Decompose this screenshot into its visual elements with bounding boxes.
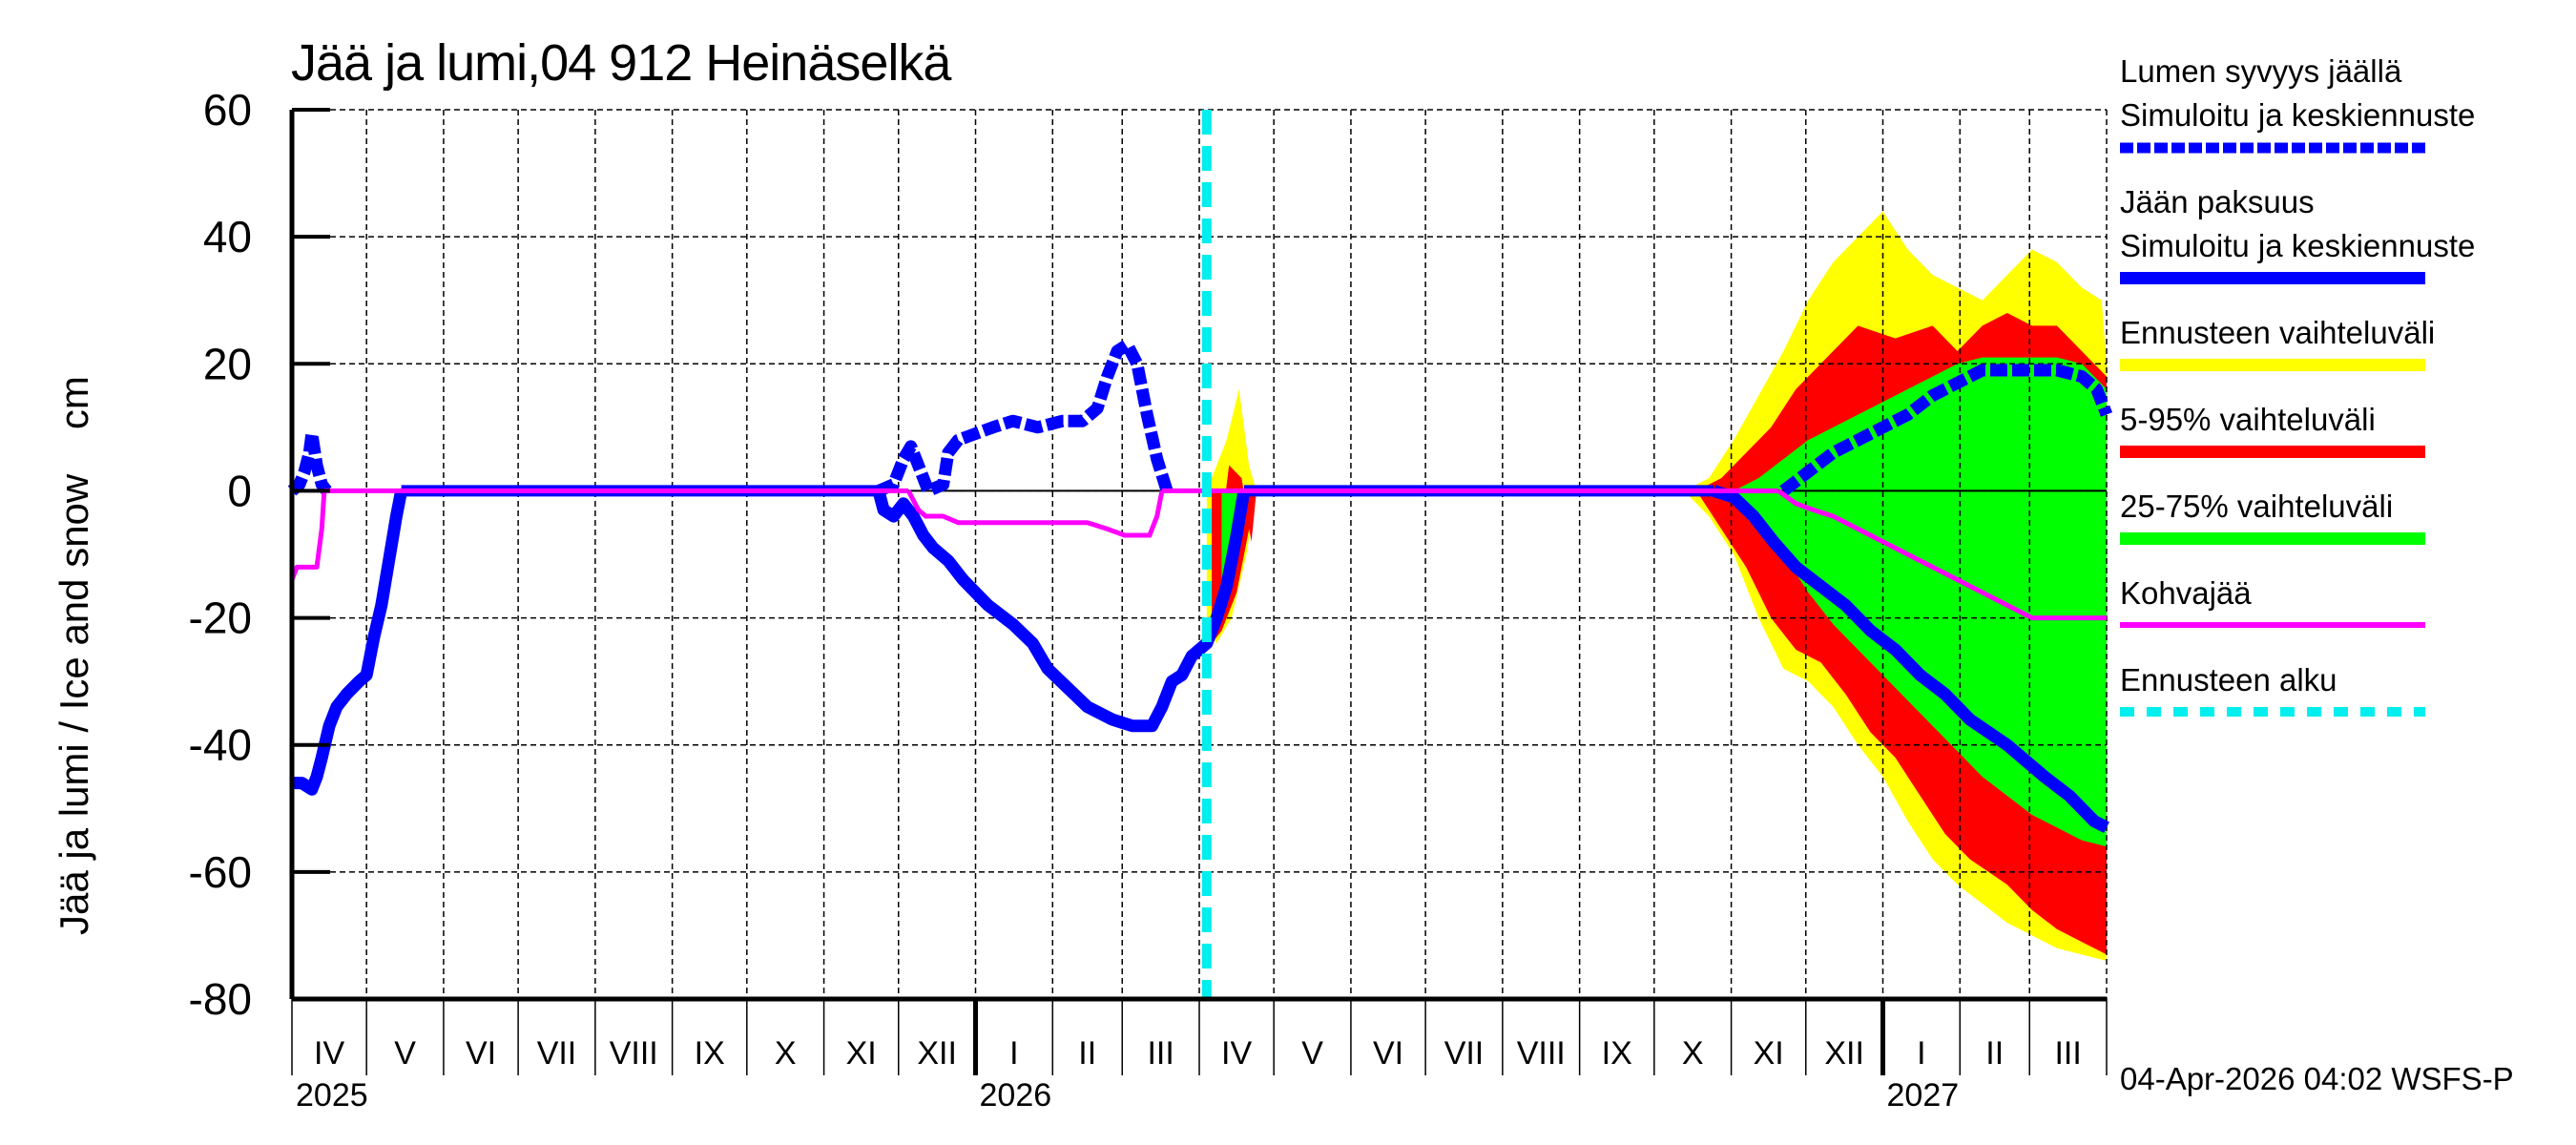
- svg-text:X: X: [775, 1035, 797, 1072]
- svg-text:I: I: [1917, 1035, 1925, 1072]
- svg-text:-40: -40: [189, 720, 252, 770]
- chart-title: Jää ja lumi,04 912 Heinäselkä: [291, 34, 951, 92]
- svg-text:IV: IV: [314, 1035, 344, 1072]
- svg-text:XII: XII: [917, 1035, 957, 1072]
- legend-label: Ennusteen alku: [2120, 662, 2337, 697]
- svg-text:VI: VI: [466, 1035, 496, 1072]
- svg-text:-20: -20: [189, 593, 252, 643]
- legend-item-range: Ennusteen vaihteluväli: [2120, 311, 2568, 392]
- magenta-line-swatch-icon: [2120, 622, 2425, 628]
- yellow-band-swatch-icon: [2120, 359, 2425, 371]
- legend-item-slush: Kohvajää: [2120, 572, 2568, 653]
- svg-text:2027: 2027: [1887, 1077, 1960, 1114]
- svg-text:VIII: VIII: [610, 1035, 658, 1072]
- svg-text:VII: VII: [537, 1035, 577, 1072]
- svg-text:2025: 2025: [296, 1077, 368, 1114]
- svg-text:XI: XI: [1754, 1035, 1784, 1072]
- legend-label: Lumen syvyys jäällä Simuloitu ja keskien…: [2120, 53, 2476, 133]
- green-band-swatch-icon: [2120, 532, 2425, 545]
- svg-text:VIII: VIII: [1517, 1035, 1566, 1072]
- svg-text:VI: VI: [1373, 1035, 1403, 1072]
- red-band-swatch-icon: [2120, 446, 2425, 458]
- legend: Lumen syvyys jäällä Simuloitu ja keskien…: [2120, 50, 2568, 745]
- legend-item-ice: Jään paksuus Simuloitu ja keskiennuste: [2120, 180, 2568, 305]
- svg-text:X: X: [1682, 1035, 1704, 1072]
- legend-item-forecast-start: Ennusteen alku: [2120, 658, 2568, 739]
- legend-item-snow: Lumen syvyys jäällä Simuloitu ja keskien…: [2120, 50, 2568, 175]
- svg-text:V: V: [1301, 1035, 1323, 1072]
- legend-label: Kohvajää: [2120, 575, 2252, 611]
- svg-text:III: III: [1147, 1035, 1174, 1072]
- y-axis-label: Jää ja lumi / Ice and snow cm: [52, 376, 96, 935]
- solid-line-swatch-icon: [2120, 272, 2425, 284]
- svg-text:XII: XII: [1824, 1035, 1864, 1072]
- timestamp: 04-Apr-2026 04:02 WSFS-P: [2120, 1061, 2514, 1096]
- grid-lines: [292, 109, 2108, 1000]
- svg-text:IX: IX: [1602, 1035, 1632, 1072]
- svg-text:40: 40: [203, 212, 252, 261]
- svg-text:V: V: [394, 1035, 416, 1072]
- svg-text:-60: -60: [189, 847, 252, 897]
- svg-text:II: II: [1078, 1035, 1096, 1072]
- legend-item-5-95: 5-95% vaihteluväli: [2120, 398, 2568, 479]
- cyan-dashed-swatch-icon: [2120, 707, 2425, 717]
- svg-text:20: 20: [203, 339, 252, 388]
- svg-text:-80: -80: [189, 974, 252, 1024]
- svg-text:II: II: [1985, 1035, 2004, 1072]
- svg-text:IX: IX: [695, 1035, 725, 1072]
- svg-text:2026: 2026: [980, 1077, 1052, 1114]
- legend-label: 25-75% vaihteluväli: [2120, 489, 2394, 524]
- data-series: [287, 110, 2113, 999]
- legend-label: Ennusteen vaihteluväli: [2120, 315, 2436, 350]
- dashed-line-swatch-icon: [2120, 142, 2425, 154]
- band-upper: [1206, 388, 1257, 491]
- svg-text:III: III: [2054, 1035, 2081, 1072]
- svg-text:0: 0: [227, 466, 252, 515]
- legend-label: 5-95% vaihteluväli: [2120, 402, 2376, 437]
- svg-text:I: I: [1009, 1035, 1018, 1072]
- svg-text:IV: IV: [1221, 1035, 1252, 1072]
- legend-item-25-75: 25-75% vaihteluväli: [2120, 485, 2568, 566]
- svg-text:XI: XI: [846, 1035, 877, 1072]
- svg-text:60: 60: [203, 85, 252, 135]
- legend-label: Jään paksuus Simuloitu ja keskiennuste: [2120, 184, 2476, 263]
- svg-text:VII: VII: [1444, 1035, 1485, 1072]
